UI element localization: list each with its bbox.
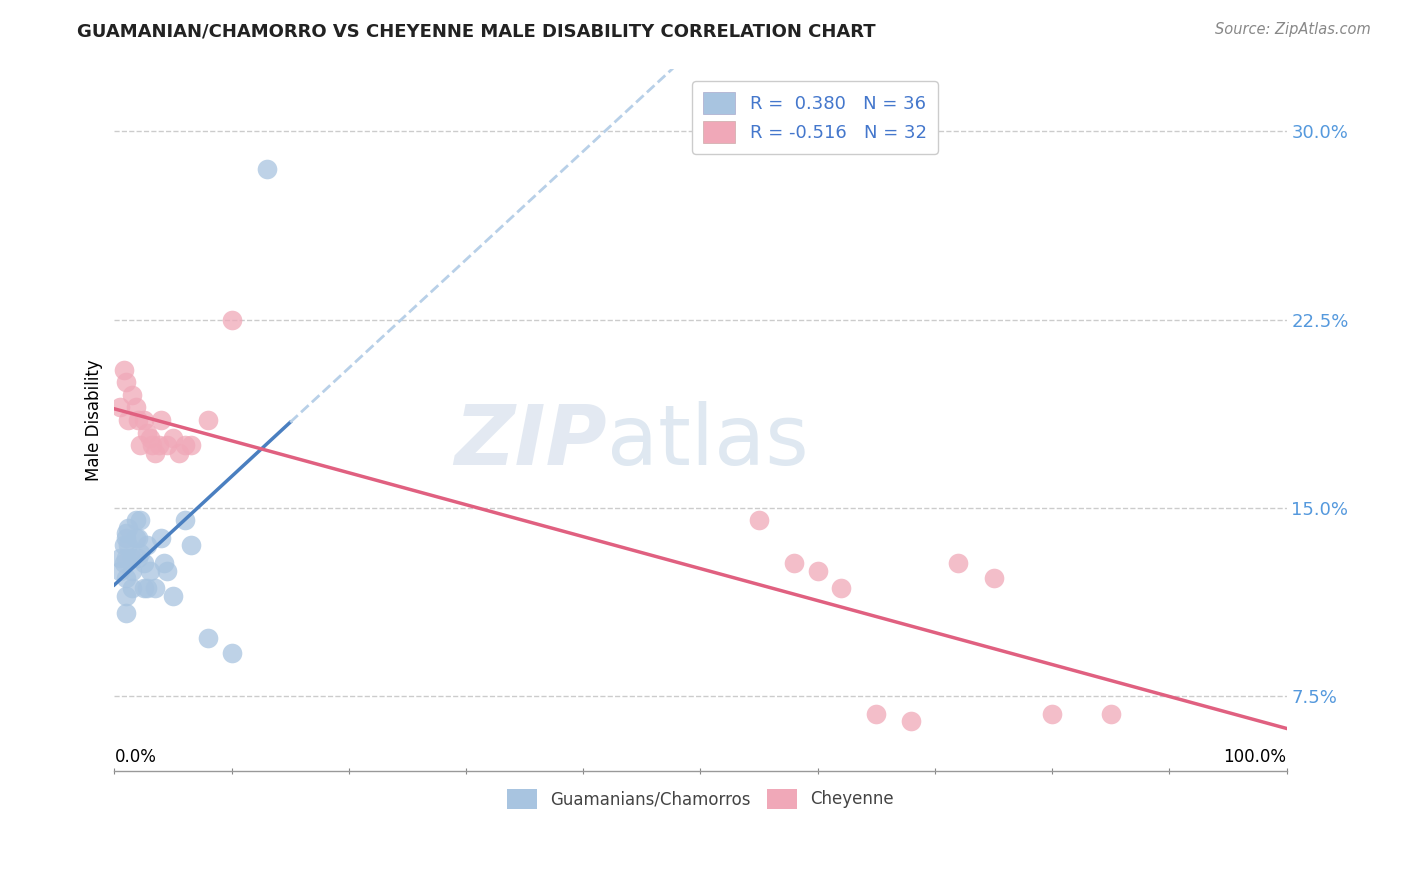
Point [807, 564, 830, 578]
Point [124, 531, 146, 545]
Text: GUAMANIAN/CHAMORRO VS CHEYENNE MALE DISABILITY CORRELATION CHART: GUAMANIAN/CHAMORRO VS CHEYENNE MALE DISA… [77, 22, 876, 40]
Point [129, 546, 152, 560]
Point [127, 551, 149, 566]
Point [150, 531, 173, 545]
Point [180, 539, 202, 553]
Point [141, 438, 163, 452]
Point [948, 556, 970, 570]
Point [156, 564, 179, 578]
Text: 100.0%: 100.0% [1223, 748, 1286, 766]
Point [138, 430, 160, 444]
Point [115, 589, 138, 603]
Point [121, 564, 143, 578]
Point [173, 438, 195, 452]
Point [136, 539, 159, 553]
Point [132, 556, 155, 570]
Point [112, 539, 135, 553]
Point [117, 413, 139, 427]
Point [152, 556, 174, 570]
Point [748, 513, 770, 527]
Y-axis label: Male Disability: Male Disability [86, 359, 103, 481]
Point [148, 438, 170, 452]
Point [197, 413, 219, 427]
Text: Source: ZipAtlas.com: Source: ZipAtlas.com [1215, 22, 1371, 37]
Point [221, 647, 243, 661]
Point [900, 714, 922, 728]
Point [983, 571, 1005, 585]
Point [1040, 706, 1063, 721]
Point [115, 525, 138, 540]
Point [110, 551, 132, 566]
Point [865, 706, 887, 721]
Point [783, 556, 806, 570]
Point [121, 581, 143, 595]
Point [256, 161, 278, 176]
Point [124, 513, 146, 527]
Point [830, 581, 852, 595]
Point [162, 589, 184, 603]
Point [1099, 706, 1122, 721]
Point [115, 606, 138, 620]
Legend: Guamanians/Chamorros, Cheyenne: Guamanians/Chamorros, Cheyenne [501, 782, 901, 816]
Point [136, 581, 159, 595]
Point [136, 425, 159, 440]
Point [110, 564, 132, 578]
Point [127, 531, 149, 545]
Point [156, 438, 179, 452]
Point [127, 413, 149, 427]
Point [110, 401, 132, 415]
Point [150, 413, 173, 427]
Point [115, 551, 138, 566]
Point [115, 376, 138, 390]
Point [121, 551, 143, 566]
Point [180, 438, 202, 452]
Point [132, 581, 155, 595]
Point [121, 388, 143, 402]
Text: ZIP: ZIP [454, 401, 607, 482]
Point [129, 513, 152, 527]
Point [138, 564, 160, 578]
Point [124, 401, 146, 415]
Point [145, 581, 167, 595]
Point [221, 312, 243, 326]
Point [173, 513, 195, 527]
Point [132, 413, 155, 427]
Text: atlas: atlas [607, 401, 808, 482]
Point [115, 571, 138, 585]
Point [117, 521, 139, 535]
Text: 0.0%: 0.0% [114, 748, 156, 766]
Point [197, 632, 219, 646]
Point [112, 556, 135, 570]
Point [117, 539, 139, 553]
Point [112, 363, 135, 377]
Point [162, 430, 184, 444]
Point [115, 531, 138, 545]
Point [167, 445, 190, 459]
Point [129, 438, 152, 452]
Point [145, 445, 167, 459]
